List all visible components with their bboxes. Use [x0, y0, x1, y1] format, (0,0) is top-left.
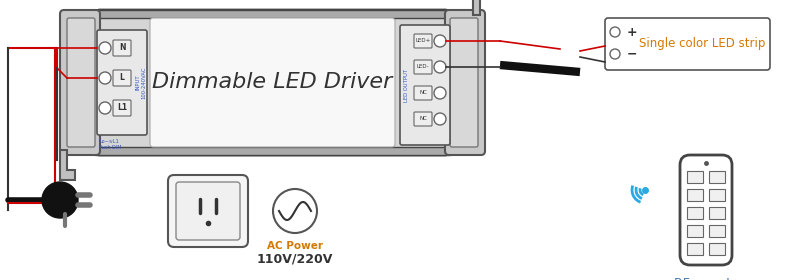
Text: NC: NC: [419, 90, 427, 95]
Text: Lo~≈L1
Push DIM: Lo~≈L1 Push DIM: [99, 139, 122, 150]
Bar: [687, 189, 703, 201]
FancyBboxPatch shape: [168, 175, 248, 247]
FancyBboxPatch shape: [605, 18, 770, 70]
Circle shape: [99, 72, 111, 84]
FancyBboxPatch shape: [95, 10, 450, 155]
Bar: [709, 207, 725, 219]
Text: LED OUTPUT: LED OUTPUT: [403, 68, 409, 102]
Bar: [687, 243, 703, 255]
Bar: [709, 189, 725, 201]
Text: −: −: [627, 48, 638, 60]
FancyBboxPatch shape: [680, 155, 732, 265]
Circle shape: [434, 113, 446, 125]
Bar: [687, 171, 703, 183]
Bar: [95, 147, 450, 155]
FancyBboxPatch shape: [445, 10, 485, 155]
Text: 110V/220V: 110V/220V: [257, 253, 333, 266]
Text: INPUT
100-240VAC: INPUT 100-240VAC: [135, 66, 146, 99]
Polygon shape: [50, 188, 70, 212]
Bar: [709, 225, 725, 237]
Bar: [95, 10, 450, 18]
Text: AC Power: AC Power: [267, 241, 323, 251]
Text: LED-: LED-: [417, 64, 430, 69]
FancyBboxPatch shape: [67, 18, 95, 147]
FancyBboxPatch shape: [60, 10, 100, 155]
Text: Single color LED strip: Single color LED strip: [639, 38, 766, 50]
Text: Dimmable LED Driver: Dimmable LED Driver: [152, 73, 393, 92]
FancyBboxPatch shape: [414, 112, 432, 126]
FancyBboxPatch shape: [150, 18, 395, 147]
Polygon shape: [465, 0, 480, 15]
Text: N: N: [118, 43, 126, 53]
FancyBboxPatch shape: [414, 34, 432, 48]
FancyBboxPatch shape: [97, 30, 147, 135]
Bar: [687, 225, 703, 237]
Circle shape: [273, 189, 317, 233]
FancyBboxPatch shape: [400, 25, 450, 145]
Circle shape: [610, 27, 620, 37]
Bar: [709, 171, 725, 183]
Bar: [687, 207, 703, 219]
FancyBboxPatch shape: [414, 60, 432, 74]
Circle shape: [434, 61, 446, 73]
FancyBboxPatch shape: [113, 40, 131, 56]
FancyBboxPatch shape: [450, 18, 478, 147]
Text: LED+: LED+: [415, 39, 430, 43]
Text: RF remote: RF remote: [674, 277, 738, 280]
Text: +: +: [627, 25, 638, 39]
Circle shape: [99, 102, 111, 114]
Text: L1: L1: [117, 104, 127, 113]
Polygon shape: [60, 150, 75, 180]
FancyBboxPatch shape: [414, 86, 432, 100]
Text: L: L: [119, 74, 125, 83]
Text: NC: NC: [419, 116, 427, 122]
Bar: [709, 243, 725, 255]
Circle shape: [434, 87, 446, 99]
Circle shape: [434, 35, 446, 47]
Circle shape: [42, 182, 78, 218]
FancyBboxPatch shape: [176, 182, 240, 240]
FancyBboxPatch shape: [113, 70, 131, 86]
FancyBboxPatch shape: [113, 100, 131, 116]
Circle shape: [610, 49, 620, 59]
Circle shape: [99, 42, 111, 54]
